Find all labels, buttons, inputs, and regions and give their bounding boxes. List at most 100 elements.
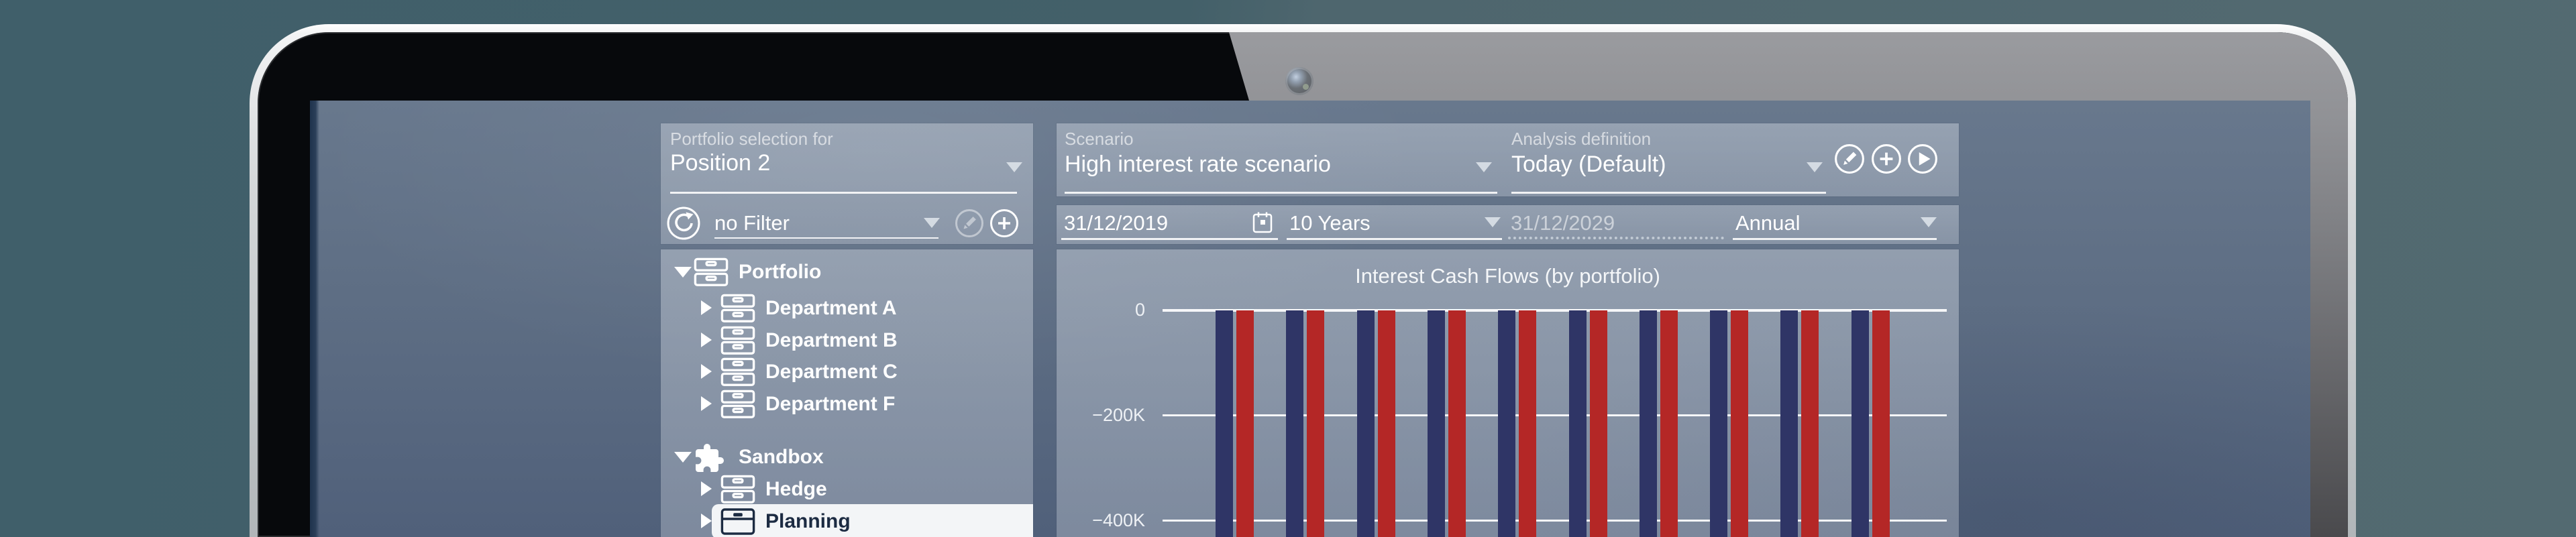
expanded-caret-icon[interactable] xyxy=(674,452,692,463)
y-tick-label: −400K xyxy=(1092,510,1145,530)
scenario-underline xyxy=(1065,192,1497,194)
tree-item-label: Portfolio xyxy=(739,261,822,283)
tree-item-department-a[interactable]: Department A xyxy=(661,291,1033,326)
analysis-dropdown-caret-icon[interactable] xyxy=(1807,162,1823,172)
laptop-frame: Portfolio selection for Position 2 no Fi… xyxy=(250,24,2356,537)
calendar-icon[interactable] xyxy=(1252,211,1273,237)
bar-navy-9 xyxy=(1780,310,1798,537)
granularity-dropdown-caret-icon[interactable] xyxy=(1921,217,1937,227)
scenario-select-value[interactable]: High interest rate scenario xyxy=(1065,152,1331,177)
tree-item-label: Department A xyxy=(765,297,897,319)
analysis-dates-panel: 31/12/2019 10 Years xyxy=(1057,205,1959,244)
bar-navy-1 xyxy=(1216,310,1233,537)
tree-item-label: Planning xyxy=(765,510,851,532)
bar-red-10 xyxy=(1872,310,1890,537)
portfolio-drawer-icon xyxy=(720,357,756,387)
y-tick-label: −200K xyxy=(1092,405,1145,425)
scenario-analysis-panel: Scenario High interest rate scenario Ana… xyxy=(1057,123,1959,196)
bar-navy-3 xyxy=(1357,310,1375,537)
collapsed-caret-icon[interactable] xyxy=(701,396,712,411)
granularity-field[interactable]: Annual xyxy=(1733,205,1937,244)
bar-navy-6 xyxy=(1569,310,1587,537)
tree-item-portfolio[interactable]: Portfolio xyxy=(661,255,1033,290)
bar-red-4 xyxy=(1448,310,1466,537)
add-analysis-button[interactable] xyxy=(1871,143,1902,178)
tree-item-label: Sandbox xyxy=(739,446,824,468)
tree-item-planning[interactable]: Planning xyxy=(661,504,1033,537)
bar-red-7 xyxy=(1660,310,1678,537)
gridline-0 xyxy=(1163,309,1947,312)
horizon-dropdown-caret-icon[interactable] xyxy=(1485,217,1501,227)
tree-item-department-c[interactable]: Department C xyxy=(661,355,1033,390)
portfolio-selection-panel: Portfolio selection for Position 2 no Fi… xyxy=(661,123,1033,244)
bar-red-1 xyxy=(1236,310,1254,537)
bar-red-6 xyxy=(1590,310,1607,537)
bar-red-2 xyxy=(1307,310,1324,537)
bar-red-5 xyxy=(1519,310,1536,537)
position-select-underline xyxy=(670,192,1017,194)
filter-underline xyxy=(714,237,938,239)
sandbox-puzzle-icon xyxy=(693,442,729,472)
analysis-underline xyxy=(1511,192,1826,194)
tree-item-label: Department F xyxy=(765,393,896,415)
end-date-field: 31/12/2029 xyxy=(1508,205,1724,244)
edit-filter-button xyxy=(955,208,984,241)
selected-row-highlight xyxy=(712,504,1033,537)
bar-navy-7 xyxy=(1640,310,1657,537)
horizon-underline xyxy=(1287,238,1502,240)
end-date-value: 31/12/2029 xyxy=(1511,211,1615,235)
bar-navy-5 xyxy=(1498,310,1515,537)
bar-red-9 xyxy=(1801,310,1819,537)
tree-item-department-f[interactable]: Department F xyxy=(661,387,1033,422)
start-date-value[interactable]: 31/12/2019 xyxy=(1064,211,1169,235)
run-analysis-button[interactable] xyxy=(1907,143,1938,178)
collapsed-caret-icon[interactable] xyxy=(701,481,712,496)
bar-red-3 xyxy=(1378,310,1395,537)
collapsed-caret-icon[interactable] xyxy=(701,333,712,347)
collapsed-caret-icon[interactable] xyxy=(701,300,712,315)
bar-navy-4 xyxy=(1428,310,1445,537)
end-date-dotted-underline xyxy=(1508,237,1724,239)
filter-select-value[interactable]: no Filter xyxy=(714,211,790,235)
bar-red-8 xyxy=(1731,310,1748,537)
portfolio-tree-panel: Portfolio Department A Department B Departm… xyxy=(661,249,1033,537)
tree-item-label: Hedge xyxy=(765,478,827,500)
tree-item-label: Department B xyxy=(765,329,898,351)
screen-edge-shadow xyxy=(310,101,319,537)
chart-title: Interest Cash Flows (by portfolio) xyxy=(1355,264,1660,288)
add-filter-button[interactable] xyxy=(989,208,1019,241)
bar-navy-10 xyxy=(1851,310,1869,537)
webcam xyxy=(1285,67,1313,95)
horizon-field[interactable]: 10 Years xyxy=(1287,205,1502,244)
start-date-underline xyxy=(1061,238,1278,240)
start-date-field[interactable]: 31/12/2019 xyxy=(1061,205,1278,244)
edit-analysis-button[interactable] xyxy=(1834,143,1865,178)
refresh-button[interactable] xyxy=(666,206,701,244)
filter-dropdown-caret-icon[interactable] xyxy=(924,218,940,228)
analysis-select-value[interactable]: Today (Default) xyxy=(1511,152,1666,177)
tree-item-sandbox[interactable]: Sandbox xyxy=(661,440,1033,475)
portfolio-drawer-icon xyxy=(720,294,756,323)
portfolio-drawer-icon xyxy=(720,326,756,355)
portfolio-selection-label: Portfolio selection for xyxy=(670,129,833,149)
bar-navy-2 xyxy=(1286,310,1303,537)
collapsed-caret-icon[interactable] xyxy=(701,514,712,528)
horizon-value[interactable]: 10 Years xyxy=(1289,211,1371,235)
y-tick-label: 0 xyxy=(1134,300,1145,320)
laptop-bezel: Portfolio selection for Position 2 no Fi… xyxy=(258,32,2348,537)
collapsed-caret-icon[interactable] xyxy=(701,364,712,379)
screen: Portfolio selection for Position 2 no Fi… xyxy=(310,101,2310,537)
scenario-dropdown-caret-icon[interactable] xyxy=(1476,162,1492,172)
bar-navy-8 xyxy=(1710,310,1727,537)
tree-item-hedge[interactable]: Hedge xyxy=(661,472,1033,507)
granularity-value[interactable]: Annual xyxy=(1735,211,1801,235)
position-dropdown-caret-icon[interactable] xyxy=(1006,162,1022,172)
tree-item-label: Department C xyxy=(765,361,898,383)
interest-cash-flows-chart: Interest Cash Flows (by portfolio) 0 −200… xyxy=(1057,249,1959,537)
expanded-caret-icon[interactable] xyxy=(674,267,692,278)
position-select-value[interactable]: Position 2 xyxy=(670,150,771,176)
portfolio-drawer-icon xyxy=(720,390,756,419)
tree-item-department-b[interactable]: Department B xyxy=(661,323,1033,358)
granularity-underline xyxy=(1733,238,1937,240)
